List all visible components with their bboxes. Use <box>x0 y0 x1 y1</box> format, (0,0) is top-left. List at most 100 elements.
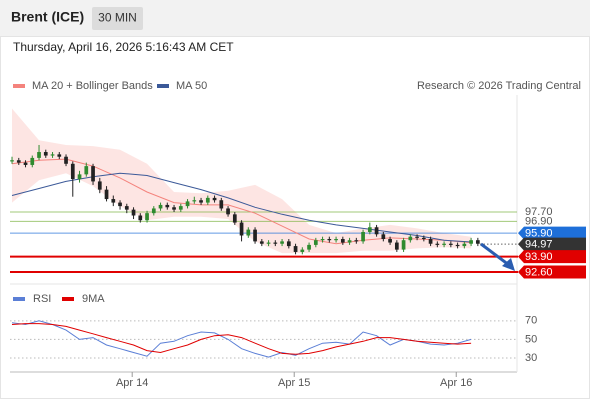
candle-body <box>205 197 210 203</box>
candle-body <box>394 242 399 250</box>
candle-body <box>158 204 163 209</box>
candle-body <box>381 234 386 240</box>
level-tag <box>518 265 586 279</box>
legend-swatch <box>157 84 169 88</box>
candle-body <box>37 152 41 158</box>
legend-label: MA 20 + Bollinger Bands <box>32 80 153 92</box>
level-tag-label: 94.97 <box>525 238 553 250</box>
candle-body <box>124 206 129 210</box>
candle-body <box>448 243 453 245</box>
candle-body <box>239 222 244 236</box>
candle-body <box>64 156 68 164</box>
candle-body <box>219 200 224 209</box>
header-bar <box>0 0 590 36</box>
candle-body <box>374 227 379 235</box>
candle-body <box>131 209 136 216</box>
interval-label[interactable]: 30 MIN <box>98 11 137 25</box>
candle-body <box>320 239 325 241</box>
candle-body <box>172 207 176 210</box>
candle-body <box>77 174 82 180</box>
rsi-chart: RSI 9MA 30 50 70 Apr 14 Apr 15 Apr 16 <box>10 293 537 389</box>
candle-body <box>280 241 284 244</box>
x-tick-label: Apr 16 <box>440 377 472 389</box>
candle-body <box>401 240 406 250</box>
candle-body <box>469 240 473 244</box>
candle-body <box>347 240 352 243</box>
candle-body <box>185 201 190 207</box>
candle-body <box>361 231 365 242</box>
candle-body <box>442 243 446 245</box>
candle-body <box>266 242 271 244</box>
x-tick-label: Apr 14 <box>116 377 148 389</box>
level-tag-label: 92.60 <box>525 266 553 278</box>
candle-body <box>421 237 426 240</box>
level-tag-label: 95.90 <box>525 228 553 240</box>
legend-label: RSI <box>33 293 51 305</box>
indicator-line <box>11 323 472 355</box>
candle-body <box>70 163 75 180</box>
level-tag-label: 93.90 <box>525 251 553 263</box>
level-label: 97.70 <box>525 206 553 218</box>
candle-body <box>10 160 14 162</box>
candle-body <box>212 197 217 201</box>
candle-body <box>138 215 143 221</box>
forecast-arrowhead <box>502 258 515 271</box>
level-tag <box>518 237 586 251</box>
legend-label: MA 50 <box>176 80 207 92</box>
candle-body <box>300 249 305 252</box>
candle-body <box>313 240 318 245</box>
legend-swatch <box>62 297 74 301</box>
candle-body <box>475 240 480 244</box>
candle-body <box>293 246 298 252</box>
candle-body <box>253 229 257 242</box>
level-tag <box>518 226 586 240</box>
candle-body <box>259 241 264 244</box>
candle-body <box>286 241 291 247</box>
candle-body <box>192 200 197 202</box>
y-tick-label: 70 <box>525 315 537 327</box>
candle-body <box>91 166 95 182</box>
interval-badge[interactable] <box>92 7 143 30</box>
price-chart: MA 20 + Bollinger Bands MA 50 Research © 2… <box>10 80 586 279</box>
candle-body <box>23 162 28 165</box>
y-tick-label: 50 <box>525 333 537 345</box>
candle-body <box>226 208 230 215</box>
indicator-line <box>11 320 472 358</box>
candle-body <box>30 157 35 165</box>
candle-body <box>246 229 251 236</box>
candle-body <box>178 206 183 210</box>
candle-body <box>354 240 359 242</box>
x-tick-label: Apr 15 <box>278 377 310 389</box>
candle-body <box>388 239 392 243</box>
candle-body <box>97 181 102 190</box>
candle-body <box>111 199 116 203</box>
candle-body <box>50 154 55 156</box>
candle-body <box>165 204 170 208</box>
credit: Research © 2026 Trading Central <box>417 80 581 92</box>
candle-body <box>43 152 48 156</box>
candle-body <box>428 239 433 244</box>
timestamp: Thursday, April 16, 2026 5:16:43 AM CET <box>13 40 234 54</box>
y-tick-label: 30 <box>525 352 537 364</box>
candle-body <box>462 243 467 247</box>
candle-body <box>151 208 156 214</box>
instrument-title: Brent (ICE) <box>11 9 84 25</box>
candle-body <box>16 160 21 163</box>
level-tag <box>518 250 586 264</box>
legend-label: 9MA <box>82 293 105 305</box>
candle-body <box>199 200 203 203</box>
candle-body <box>408 236 413 241</box>
candle-body <box>57 154 62 157</box>
candle-body <box>273 242 278 244</box>
candle-body <box>104 189 109 200</box>
candle-body <box>367 227 372 232</box>
candle-body <box>84 166 89 175</box>
forecast-arrow <box>480 242 510 267</box>
candle-body <box>435 243 440 245</box>
candle-body <box>415 236 419 238</box>
ma-line <box>11 158 472 245</box>
candle-body <box>327 239 332 241</box>
candle-body <box>118 202 122 207</box>
candle-body <box>340 239 345 243</box>
